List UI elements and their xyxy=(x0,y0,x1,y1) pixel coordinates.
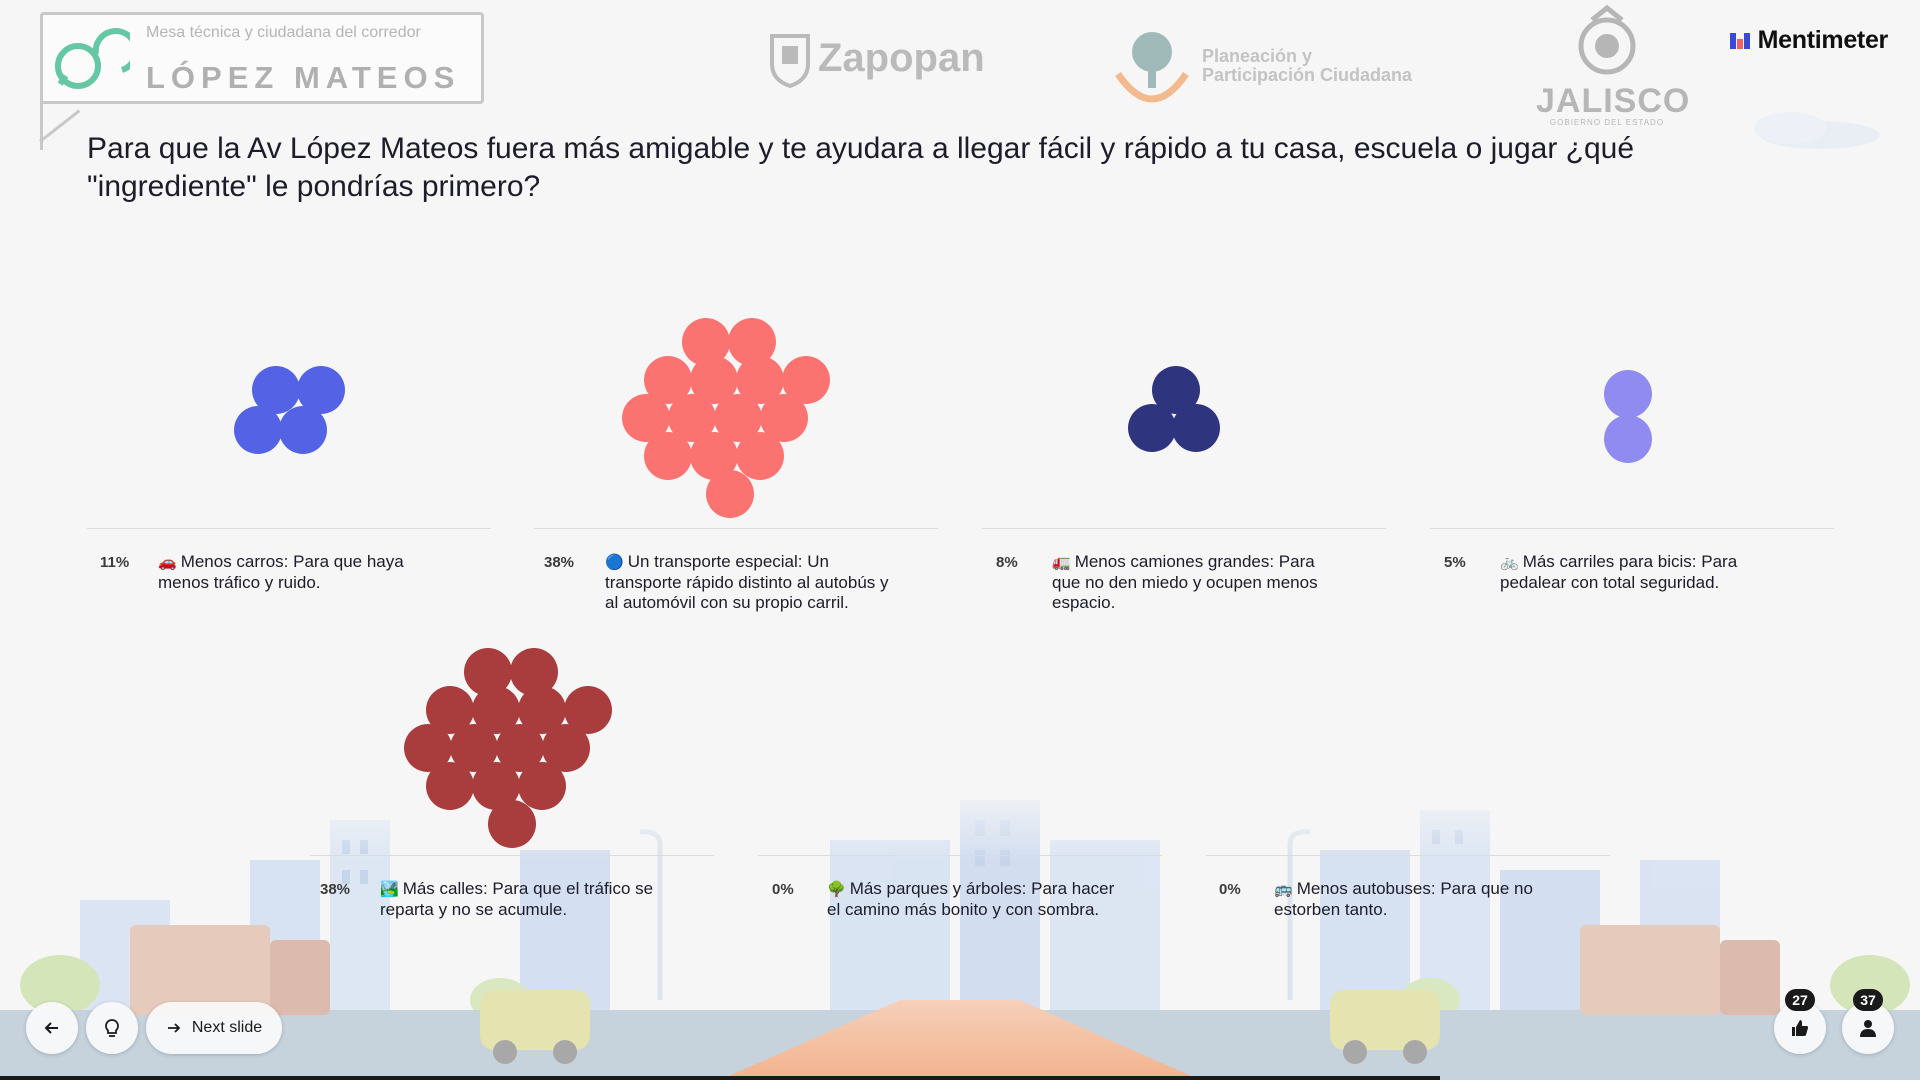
option-label-text: Un transporte especial: Un transporte rá… xyxy=(605,552,889,612)
option-percent: 8% xyxy=(996,554,1018,571)
option-divider xyxy=(1430,528,1834,529)
presentation-progress-bar xyxy=(0,1076,1440,1080)
landscape-icon: 🏞️ xyxy=(380,881,399,898)
option-percent: 0% xyxy=(1219,881,1241,898)
option-percent: 38% xyxy=(320,881,351,898)
option-divider xyxy=(758,855,1162,856)
option-percent: 0% xyxy=(772,881,794,898)
tree-icon: 🌳 xyxy=(827,881,846,898)
participants-button[interactable]: 37 xyxy=(1842,989,1894,1054)
vote-bubble xyxy=(279,406,327,454)
vote-bubble xyxy=(488,800,536,848)
speech-bubbles-icon xyxy=(55,28,130,89)
option-divider xyxy=(982,528,1386,529)
tree-hands-icon xyxy=(1115,32,1189,103)
option-percent: 11% xyxy=(100,554,130,571)
option-divider xyxy=(534,528,938,529)
vote-bubble xyxy=(426,762,474,810)
vote-bubble xyxy=(518,762,566,810)
zapopan-shield-icon xyxy=(770,34,810,88)
back-button[interactable] xyxy=(26,1002,78,1054)
option-label-text: Menos autobuses: Para que no estorben ta… xyxy=(1274,879,1533,919)
vote-bubble xyxy=(736,432,784,480)
option-label: 🔵 Un transporte especial: Un transporte r… xyxy=(605,552,905,613)
vote-bubble xyxy=(1604,370,1652,418)
jalisco-wordmark: JALISCO xyxy=(1536,82,1691,120)
option-label-text: Más parques y árboles: Para hacer el cam… xyxy=(827,879,1115,919)
hint-button[interactable] xyxy=(86,1002,138,1054)
mentimeter-logo-icon xyxy=(1729,32,1750,49)
vote-bubble xyxy=(234,406,282,454)
option-label-text: Menos carros: Para que haya menos tráfic… xyxy=(158,552,404,592)
option-divider xyxy=(1206,855,1610,856)
reactions-count: 27 xyxy=(1785,989,1815,1011)
option-label-text: Más calles: Para que el tráfico se repar… xyxy=(380,879,654,919)
truck-icon: 🚛 xyxy=(1052,554,1071,571)
vote-bubbles xyxy=(622,318,842,528)
vote-bubble xyxy=(706,470,754,518)
next-slide-label: Next slide xyxy=(191,1019,263,1036)
planeacion-logo: Planeación y Participación Ciudadana xyxy=(1112,24,1442,108)
vote-bubbles xyxy=(1604,370,1654,470)
option-label: 🏞️ Más calles: Para que el tráfico se rep… xyxy=(380,879,680,920)
vote-bubbles xyxy=(404,648,624,858)
next-slide-button[interactable]: Next slide xyxy=(146,1002,282,1054)
option-label-text: Más carriles para bicis: Para pedalear c… xyxy=(1500,552,1738,592)
option-divider xyxy=(310,855,714,856)
option-label: 🚲 Más carriles para bicis: Para pedalear … xyxy=(1500,552,1790,593)
logo-speech-tail xyxy=(40,100,80,150)
question-title: Para que la Av López Mateos fuera más am… xyxy=(87,132,1635,203)
option-label-text: Menos camiones grandes: Para que no den … xyxy=(1052,552,1318,612)
jalisco-logo: JALISCO GOBIERNO DEL ESTADO xyxy=(1536,4,1691,127)
jalisco-subtitle: GOBIERNO DEL ESTADO xyxy=(1549,118,1665,127)
vote-bubble xyxy=(644,432,692,480)
planeacion-line-2: Participación Ciudadana xyxy=(1202,65,1413,85)
jalisco-seal-icon xyxy=(1578,4,1636,75)
zapopan-logo: Zapopan xyxy=(768,28,985,88)
reactions-button[interactable]: 27 xyxy=(1774,989,1826,1054)
vote-bubbles xyxy=(234,366,345,466)
logo-title: LÓPEZ MATEOS xyxy=(146,60,461,95)
option-percent: 38% xyxy=(544,554,575,571)
option-label: 🌳 Más parques y árboles: Para hacer el ca… xyxy=(827,879,1117,920)
arrow-left-icon xyxy=(44,1022,58,1034)
vote-bubble xyxy=(1172,404,1220,452)
car-icon: 🚗 xyxy=(158,554,177,571)
vote-bubble xyxy=(1604,415,1652,463)
person-icon xyxy=(1860,1020,1876,1037)
logo-frame xyxy=(40,12,484,104)
thumbs-up-icon xyxy=(1792,1020,1808,1036)
bus-icon: 🚌 xyxy=(1274,881,1293,898)
lightbulb-icon xyxy=(105,1019,119,1037)
option-divider xyxy=(87,528,491,529)
vote-bubbles xyxy=(1128,366,1240,466)
mentimeter-wordmark: Mentimeter xyxy=(1757,26,1889,54)
planeacion-line-1: Planeación y xyxy=(1202,46,1313,66)
option-percent: 5% xyxy=(1444,554,1466,571)
option-label: 🚗 Menos carros: Para que haya menos tráfi… xyxy=(158,552,448,593)
arrow-right-icon xyxy=(167,1023,181,1033)
logo-subtitle: Mesa técnica y ciudadana del corredor xyxy=(146,24,421,41)
mentimeter-brand: Mentimeter xyxy=(1729,26,1889,55)
bicycle-icon: 🚲 xyxy=(1500,554,1519,571)
option-label: 🚌 Menos autobuses: Para que no estorben t… xyxy=(1274,879,1564,920)
vote-bubble xyxy=(1128,404,1176,452)
blue-circle-icon: 🔵 xyxy=(605,554,624,571)
option-label: 🚛 Menos camiones grandes: Para que no den… xyxy=(1052,552,1342,613)
participants-count: 37 xyxy=(1853,989,1883,1011)
zapopan-wordmark: Zapopan xyxy=(818,35,985,80)
